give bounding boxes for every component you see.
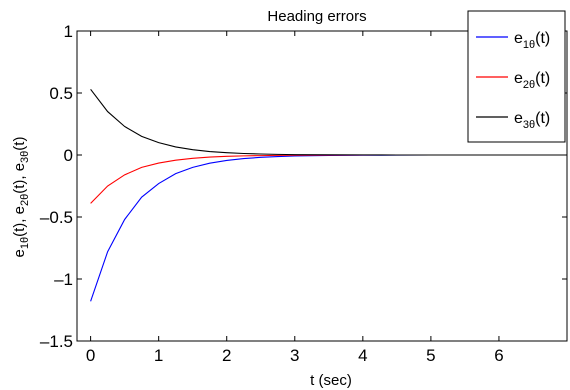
y-label-sub-1: 1θ bbox=[19, 237, 31, 249]
series-line-2 bbox=[90, 154, 567, 204]
y-label-tail-1: (t), bbox=[11, 214, 28, 237]
legend: e1θ(t) e2θ(t) e3θ(t) bbox=[467, 10, 566, 143]
y-tick-label: 0.5 bbox=[49, 84, 73, 103]
x-tick-label: 1 bbox=[154, 346, 163, 365]
series-group bbox=[90, 88, 567, 302]
series-line-1 bbox=[90, 154, 567, 302]
y-tick-label: –0.5 bbox=[40, 208, 73, 227]
x-tick-label: 5 bbox=[426, 346, 435, 365]
y-label-base-3: e bbox=[11, 163, 28, 171]
y-label-sub-2: 2θ bbox=[19, 194, 31, 206]
y-tick-label: 1 bbox=[64, 22, 73, 41]
legend-label-2: e2θ(t) bbox=[514, 70, 550, 91]
y-label-base-1: e bbox=[11, 249, 28, 257]
x-tick-label: 4 bbox=[358, 346, 367, 365]
y-label-base-2: e bbox=[11, 206, 28, 214]
x-tick-label: 2 bbox=[222, 346, 231, 365]
x-axis-label: t (sec) bbox=[310, 372, 352, 389]
y-label-tail-3: (t) bbox=[11, 137, 28, 151]
series-line-3 bbox=[90, 88, 567, 156]
x-tick-label: 0 bbox=[86, 346, 95, 365]
axes-frame bbox=[76, 30, 568, 342]
plot-area: 0 1 2 3 4 5 6 –1.5 –1 –0.5 0 0.5 1 bbox=[40, 22, 568, 365]
y-axis-ticks: –1.5 –1 –0.5 0 0.5 1 bbox=[40, 22, 567, 351]
x-axis-ticks: 0 1 2 3 4 5 6 bbox=[86, 31, 504, 365]
chart-title: Heading errors bbox=[267, 8, 366, 25]
y-label-sub-3: 3θ bbox=[19, 151, 31, 163]
legend-label-3: e3θ(t) bbox=[514, 110, 550, 131]
y-tick-label: –1.5 bbox=[40, 332, 73, 351]
y-axis-label: e1θ(t), e2θ(t), e3θ(t) bbox=[11, 137, 31, 258]
x-tick-label: 3 bbox=[290, 346, 299, 365]
y-tick-label: –1 bbox=[54, 270, 73, 289]
x-tick-label: 6 bbox=[494, 346, 503, 365]
y-label-tail-2: (t), bbox=[11, 171, 28, 194]
y-tick-label: 0 bbox=[64, 146, 73, 165]
legend-label-1: e1θ(t) bbox=[514, 30, 550, 51]
